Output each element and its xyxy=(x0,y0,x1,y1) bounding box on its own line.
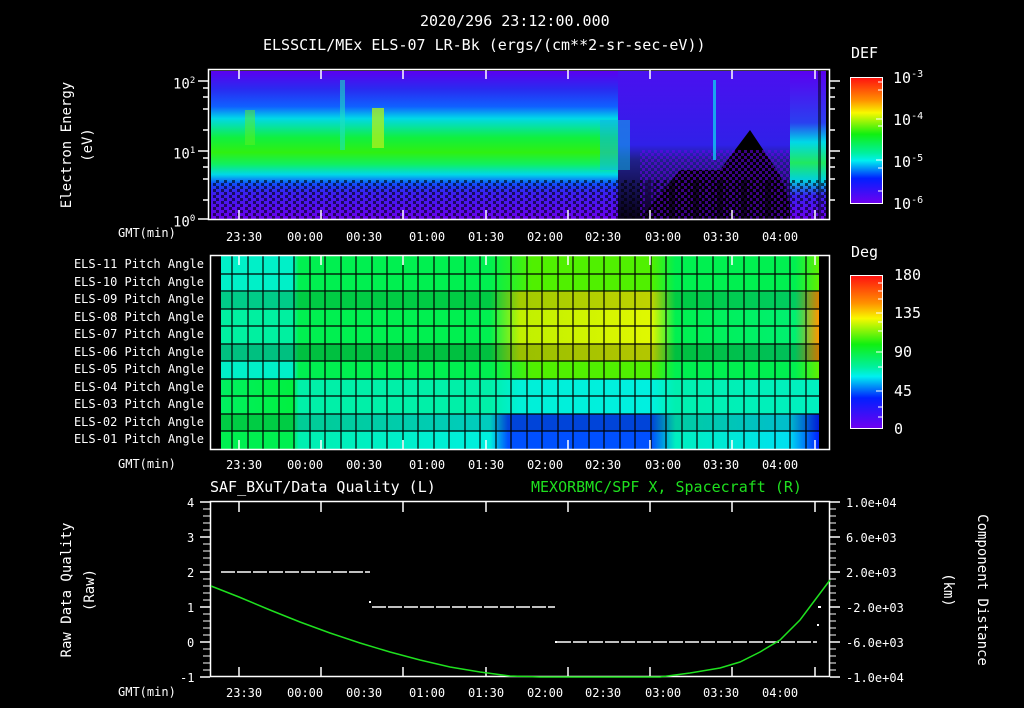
time-tick: 03:00 xyxy=(645,230,682,244)
left-tick: 3 xyxy=(187,531,195,545)
row-label: ELS-11 Pitch Angle xyxy=(73,257,204,271)
time-tick: 00:30 xyxy=(346,686,383,700)
def-colorbar-title: DEF xyxy=(851,44,879,62)
time-tick: 01:00 xyxy=(409,458,446,472)
right-tick: 1.0e+04 xyxy=(846,496,897,510)
distance-axis-unit: (km) xyxy=(940,573,956,607)
def-tick-1e-6: 10-6 xyxy=(893,195,924,213)
time-tick: 23:30 xyxy=(226,230,263,244)
distance-axis-label: Component Distance xyxy=(974,514,990,666)
right-tick: -6.0e+03 xyxy=(846,636,904,650)
time-tick: 03:30 xyxy=(703,458,740,472)
time-tick: 23:30 xyxy=(226,458,263,472)
def-tick-1e-5: 10-5 xyxy=(893,153,924,171)
row-label: ELS-01 Pitch Angle xyxy=(73,432,204,446)
time-tick: 04:00 xyxy=(762,686,799,700)
deg-tick: 90 xyxy=(894,343,913,361)
right-tick: 2.0e+03 xyxy=(846,566,897,580)
row-label: ELS-04 Pitch Angle xyxy=(73,379,204,394)
row-label: ELS-08 Pitch Angle xyxy=(73,309,204,324)
right-series-title: MEXORBMC/SPF X, Spacecraft (R) xyxy=(531,478,802,496)
left-tick: 4 xyxy=(187,496,195,510)
right-tick: -2.0e+03 xyxy=(846,601,904,615)
row-label: ELS-07 Pitch Angle xyxy=(73,327,204,341)
left-series-title: SAF_BXuT/Data Quality (L) xyxy=(210,478,436,496)
time-tick: 04:00 xyxy=(762,230,799,244)
time-axis-label-1: GMT(min) xyxy=(118,226,176,240)
energy-tick-1: 100 xyxy=(173,214,196,231)
def-tick-1e-4: 10-4 xyxy=(893,111,924,129)
def-tick-1e-3: 10-3 xyxy=(893,69,924,87)
time-tick: 01:30 xyxy=(468,230,505,244)
time-tick: 00:30 xyxy=(346,230,383,244)
right-tick: -1.0e+04 xyxy=(846,671,904,685)
row-label: ELS-02 Pitch Angle xyxy=(73,414,204,429)
quality-axis-unit: (Raw) xyxy=(82,568,98,612)
spacecraft-x-series xyxy=(210,579,831,678)
time-tick: 00:30 xyxy=(346,458,383,472)
time-tick: 01:30 xyxy=(468,458,505,472)
time-tick: 00:00 xyxy=(287,458,324,472)
time-tick: 00:00 xyxy=(287,230,324,244)
energy-tick-10: 101 xyxy=(173,146,196,163)
row-label: ELS-05 Pitch Angle xyxy=(73,362,204,376)
time-tick: 03:30 xyxy=(703,230,740,244)
time-tick: 04:00 xyxy=(762,458,799,472)
left-tick: 1 xyxy=(187,601,195,615)
time-tick: 02:00 xyxy=(527,686,564,700)
time-tick: 23:30 xyxy=(226,686,263,700)
time-tick: 01:30 xyxy=(468,686,505,700)
row-label: ELS-10 Pitch Angle xyxy=(73,274,204,289)
deg-tick: 135 xyxy=(894,304,922,322)
time-axis-label-2: GMT(min) xyxy=(118,457,176,471)
time-tick: 02:30 xyxy=(585,686,622,700)
quality-axis-label: Raw Data Quality xyxy=(59,522,75,658)
time-tick: 02:00 xyxy=(527,458,564,472)
plot-subtitle: ELSSCIL/MEx ELS-07 LR-Bk (ergs/(cm**2-sr… xyxy=(263,36,706,54)
deg-tick: 0 xyxy=(894,420,904,438)
row-label: ELS-03 Pitch Angle xyxy=(73,397,204,411)
deg-colorbar-title: Deg xyxy=(851,243,879,261)
time-axis-label-3: GMT(min) xyxy=(118,685,176,699)
right-tick: 6.0e+03 xyxy=(846,531,897,545)
time-tick: 00:00 xyxy=(287,686,324,700)
data-quality-series xyxy=(221,571,817,643)
left-tick: -1 xyxy=(180,671,195,685)
pitch-angle-row-labels: ELS-11 Pitch Angle ELS-10 Pitch Angle EL… xyxy=(60,258,204,448)
row-label: ELS-06 Pitch Angle xyxy=(73,344,204,359)
time-tick: 02:30 xyxy=(585,458,622,472)
time-tick: 01:00 xyxy=(409,230,446,244)
time-tick: 03:00 xyxy=(645,686,682,700)
time-tick: 03:00 xyxy=(645,458,682,472)
deg-tick: 180 xyxy=(894,266,922,284)
time-tick: 01:00 xyxy=(409,686,446,700)
row-label: ELS-09 Pitch Angle xyxy=(73,292,204,306)
left-tick: 0 xyxy=(187,636,195,650)
deg-tick: 45 xyxy=(894,382,913,400)
time-tick: 02:00 xyxy=(527,230,564,244)
time-tick: 03:30 xyxy=(703,686,740,700)
plot-datetime: 2020/296 23:12:00.000 xyxy=(420,12,610,30)
energy-tick-100: 102 xyxy=(173,76,196,93)
left-tick: 2 xyxy=(187,566,195,580)
time-tick: 02:30 xyxy=(585,230,622,244)
